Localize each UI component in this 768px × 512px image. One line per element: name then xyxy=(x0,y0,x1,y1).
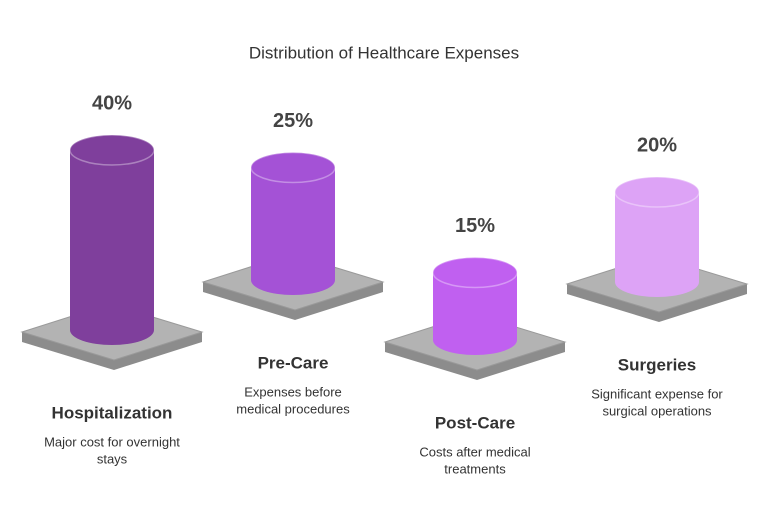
value-label: 20% xyxy=(637,134,677,156)
description: surgical operations xyxy=(602,403,712,418)
description: stays xyxy=(97,451,128,466)
cylinder-top xyxy=(432,256,518,289)
platform-side xyxy=(567,284,747,322)
cylinder-body xyxy=(251,167,335,295)
description: Major cost for overnight xyxy=(44,434,180,449)
value-label: 15% xyxy=(455,215,495,237)
chart-title: Distribution of Healthcare Expenses xyxy=(249,43,519,62)
platform-side xyxy=(22,332,202,370)
cylinder-body xyxy=(615,192,699,297)
category-label: Hospitalization xyxy=(52,403,173,422)
value-label: 40% xyxy=(92,92,132,114)
cylinder-top xyxy=(250,151,336,184)
cylinder-body xyxy=(70,150,154,345)
description: Costs after medical xyxy=(419,444,530,459)
value-label: 25% xyxy=(273,110,313,132)
cylinder-top xyxy=(69,134,155,166)
description: Significant expense for xyxy=(591,386,723,401)
description: treatments xyxy=(444,461,506,476)
category-label: Post-Care xyxy=(435,413,515,432)
category-label: Pre-Care xyxy=(258,353,329,372)
cylinder-body xyxy=(433,272,517,355)
description: Expenses before xyxy=(244,384,342,399)
platform-side xyxy=(203,282,383,320)
platform-side xyxy=(385,342,565,380)
category-label: Surgeries xyxy=(618,355,696,374)
cylinder-top xyxy=(614,176,700,208)
description: medical procedures xyxy=(236,401,350,416)
